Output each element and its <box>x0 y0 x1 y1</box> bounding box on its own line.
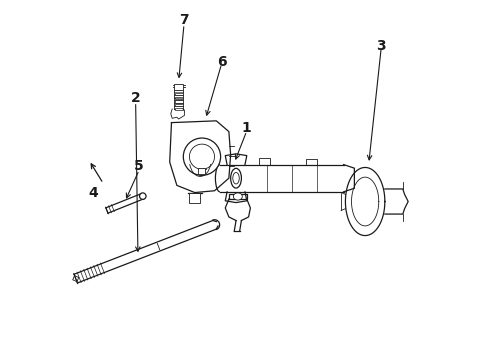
Bar <box>174 84 183 90</box>
Circle shape <box>183 138 220 175</box>
Bar <box>175 104 183 106</box>
Polygon shape <box>220 165 343 192</box>
Polygon shape <box>74 220 216 283</box>
Bar <box>175 93 183 95</box>
Circle shape <box>140 193 146 199</box>
Text: 7: 7 <box>179 13 189 27</box>
Text: 5: 5 <box>134 159 144 173</box>
Bar <box>175 100 183 103</box>
Bar <box>175 108 183 110</box>
Polygon shape <box>106 193 144 213</box>
Bar <box>190 193 200 203</box>
Polygon shape <box>170 121 231 193</box>
Text: 4: 4 <box>89 185 98 199</box>
Ellipse shape <box>233 193 243 200</box>
FancyBboxPatch shape <box>198 168 205 175</box>
Ellipse shape <box>231 168 242 188</box>
Text: 3: 3 <box>376 39 386 53</box>
Bar <box>175 97 183 99</box>
Text: 1: 1 <box>242 121 252 135</box>
Text: 6: 6 <box>217 55 226 69</box>
Text: 2: 2 <box>131 90 141 104</box>
Polygon shape <box>73 276 79 282</box>
